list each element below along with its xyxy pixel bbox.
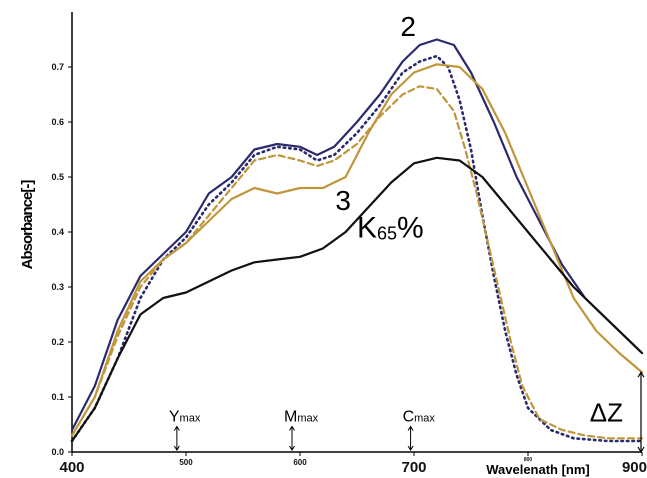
label-k65: K65% (357, 212, 424, 245)
label-mmax-main: M (284, 409, 297, 426)
label-mmax-sub: max (297, 413, 318, 425)
label-3: 3 (335, 185, 351, 216)
y-tick-label: 0.4 (51, 227, 64, 237)
x-tick-label: 500 (179, 458, 193, 467)
label-ymax-arrowhead-up (173, 425, 180, 431)
axes: 0.0 0.1 0.2 0.3 0.4 0.5 0.6 0.7 400 500 600 700 800 9… (51, 12, 647, 476)
x-tick-label: 900 (622, 459, 647, 476)
y-tick-label: 0.7 (51, 62, 64, 72)
label-cmax: Cmax (403, 409, 436, 426)
deltaz-arrowhead-up (637, 371, 645, 378)
x-tick-label: 800 (524, 457, 533, 463)
label-ymax: Ymax (169, 409, 201, 426)
x-axis-label: Wavelenath [nm] (486, 462, 590, 477)
label-cmax-arrowhead-down (407, 445, 414, 451)
label-mmax: Mmax (284, 409, 319, 426)
x-tick-label: 700 (401, 459, 426, 476)
label-cmax-sub: max (414, 413, 435, 425)
label-2: 2 (400, 11, 416, 42)
curve-tan-dashed (70, 85, 644, 440)
curve-navy-dotted (70, 54, 644, 443)
label-deltaz: ΔZ (590, 398, 623, 428)
y-tick-label: 0.2 (51, 337, 64, 347)
label-cmax-main: C (403, 409, 415, 426)
y-tick-label: 0.5 (51, 172, 64, 182)
k65-sub: 65 (377, 224, 397, 244)
y-tick-label: 0.1 (51, 392, 64, 402)
label-mmax-arrowhead-up (289, 425, 295, 431)
k65-suffix: % (397, 212, 424, 245)
label-ymax-sub: max (180, 413, 201, 425)
y-axis-label: Absorbance[-] (19, 180, 36, 270)
label-mmax-arrowhead-down (289, 445, 295, 451)
x-tick-label: 400 (59, 459, 84, 476)
k65-main: K (357, 212, 377, 245)
deltaz-arrowhead-down (637, 446, 645, 454)
y-tick-label: 0.0 (51, 447, 64, 457)
curve-k65-black (70, 156, 644, 443)
y-tick-label: 0.6 (51, 117, 64, 127)
label-ymax-arrowhead-down (173, 445, 180, 451)
curve-3-tan-solid (70, 63, 644, 437)
x-tick-label: 600 (293, 458, 307, 467)
label-ymax-main: Y (169, 409, 180, 426)
series-group (70, 38, 644, 443)
label-cmax-arrowhead-up (407, 425, 414, 431)
y-tick-label: 0.3 (51, 282, 64, 292)
